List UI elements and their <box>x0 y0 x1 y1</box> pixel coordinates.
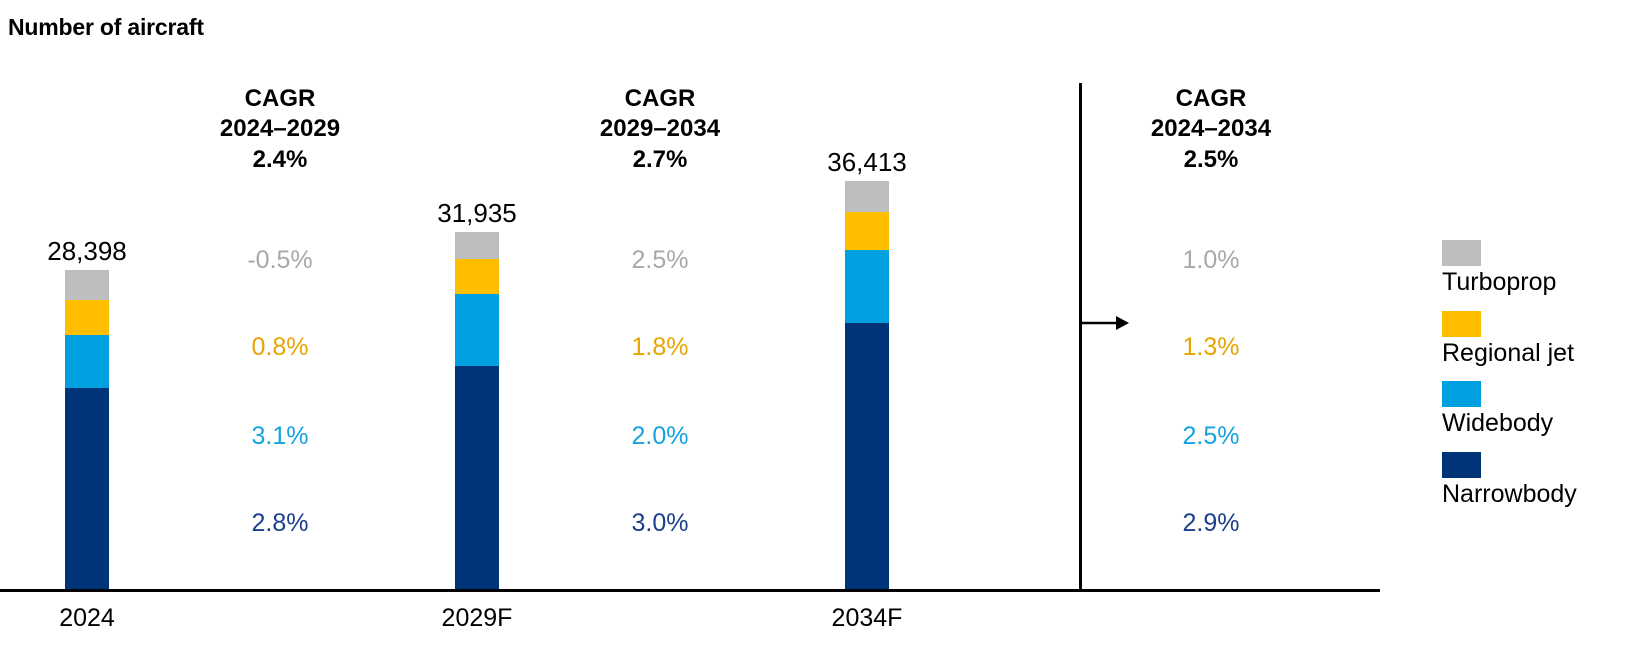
cagr-value-widebody-2029-2034: 2.0% <box>631 422 689 450</box>
vertical-divider <box>1079 83 1082 590</box>
bar-segment-narrowbody-2024[interactable] <box>65 388 109 589</box>
stacked-bar-2029f[interactable] <box>455 232 499 589</box>
bar-segment-turboprop-2024[interactable] <box>65 270 109 300</box>
legend-item-narrowbody[interactable]: Narrowbody <box>1442 451 1622 509</box>
bar-segment-turboprop-2034f[interactable] <box>845 181 889 212</box>
cagr-value-regional-jet-2029-2034: 1.8% <box>631 333 689 361</box>
x-axis-label-2034f: 2034F <box>831 604 903 632</box>
cagr-header-2024-2029: CAGR 2024–2029 2.4% <box>160 84 400 175</box>
stacked-bar-2034f[interactable] <box>845 181 889 589</box>
bar-segment-regional-jet-2024[interactable] <box>65 300 109 335</box>
legend-swatch-widebody-icon <box>1442 381 1481 407</box>
cagr-value-narrowbody-2029-2034: 3.0% <box>631 509 689 537</box>
cagr-header-line2: 2024–2034 <box>1150 115 1272 143</box>
cagr-header-line2: 2029–2034 <box>599 115 721 143</box>
legend-item-turboprop[interactable]: Turboprop <box>1442 240 1622 297</box>
cagr-header-line3: 2.4% <box>252 145 308 173</box>
legend-swatch-turboprop-icon <box>1442 240 1481 266</box>
bar-segment-narrowbody-2034f[interactable] <box>845 323 889 589</box>
bar-segment-narrowbody-2029f[interactable] <box>455 366 499 589</box>
cagr-value-narrowbody-2024-2034: 2.9% <box>1182 509 1240 537</box>
legend-label-narrowbody: Narrowbody <box>1442 479 1577 508</box>
legend-label-turboprop: Turboprop <box>1442 268 1557 296</box>
bar-total-label-2029f: 31,935 <box>437 198 517 228</box>
bar-segment-turboprop-2029f[interactable] <box>455 232 499 259</box>
bar-segment-regional-jet-2034f[interactable] <box>845 212 889 250</box>
legend-label-regional-jet: Regional jet <box>1442 338 1575 367</box>
cagr-header-line3: 2.7% <box>632 145 688 173</box>
x-axis-label-2024: 2024 <box>59 604 115 632</box>
cagr-header-line3: 2.5% <box>1183 145 1239 173</box>
cagr-value-regional-jet-2024-2034: 1.3% <box>1182 333 1240 361</box>
cagr-value-widebody-2024-2029: 3.1% <box>251 422 309 450</box>
bar-segment-widebody-2034f[interactable] <box>845 250 889 323</box>
legend-swatch-narrowbody-icon <box>1442 451 1481 478</box>
cagr-header-line1: CAGR <box>244 85 316 112</box>
cagr-value-widebody-2024-2034: 2.5% <box>1182 422 1240 450</box>
cagr-header-2024-2034: CAGR 2024–2034 2.5% <box>1091 84 1331 175</box>
x-axis-line <box>0 589 1380 592</box>
legend-item-widebody[interactable]: Widebody <box>1442 381 1622 438</box>
cagr-value-regional-jet-2024-2029: 0.8% <box>251 333 309 361</box>
bar-segment-widebody-2024[interactable] <box>65 335 109 388</box>
legend-label-widebody: Widebody <box>1442 409 1554 437</box>
bar-segment-regional-jet-2029f[interactable] <box>455 259 499 294</box>
chart-title: Number of aircraft <box>8 14 204 40</box>
cagr-header-2029-2034: CAGR 2029–2034 2.7% <box>540 84 780 175</box>
cagr-value-narrowbody-2024-2029: 2.8% <box>251 509 309 537</box>
cagr-header-line1: CAGR <box>624 85 696 112</box>
legend-swatch-regional-jet-icon <box>1442 310 1481 337</box>
bar-total-label-2024: 28,398 <box>47 236 127 266</box>
chart-legend: Turboprop Regional jet Widebody Narrowbo… <box>1442 240 1622 522</box>
arrow-right-icon <box>1082 312 1130 334</box>
legend-item-regional-jet[interactable]: Regional jet <box>1442 310 1622 368</box>
stacked-bar-2024[interactable] <box>65 270 109 589</box>
cagr-value-turboprop-2024-2034: 1.0% <box>1182 246 1240 274</box>
cagr-value-turboprop-2024-2029: -0.5% <box>247 246 313 274</box>
x-axis-label-2029f: 2029F <box>441 604 513 632</box>
cagr-header-line2: 2024–2029 <box>219 115 341 143</box>
bar-total-label-2034f: 36,413 <box>827 147 907 177</box>
bar-segment-widebody-2029f[interactable] <box>455 294 499 366</box>
cagr-value-turboprop-2029-2034: 2.5% <box>631 246 689 274</box>
cagr-header-line1: CAGR <box>1175 85 1247 112</box>
